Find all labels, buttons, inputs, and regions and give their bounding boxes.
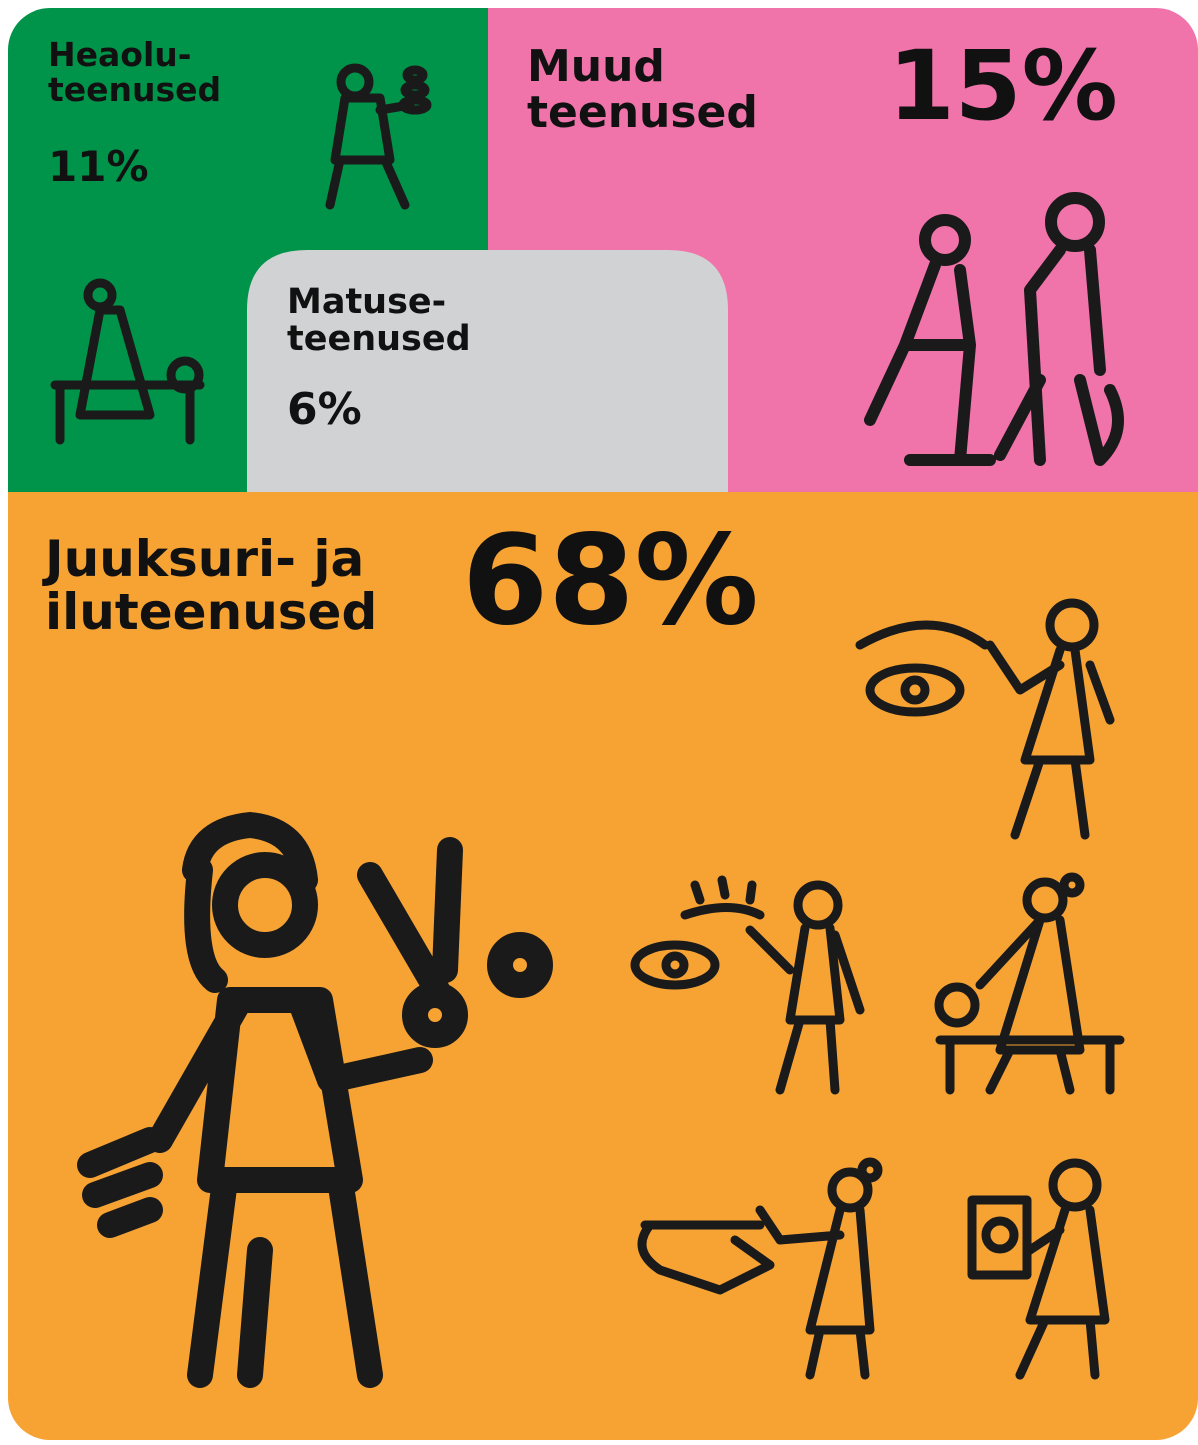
page: Heaolu-teenused 11% Muud teenused 15% Ma…: [0, 0, 1198, 1445]
value-label: 11%: [48, 145, 149, 189]
tiles: [0, 0, 1198, 1445]
chart: [0, 0, 1198, 1445]
value-label: 15%: [888, 36, 1118, 137]
value-label: 6%: [287, 387, 362, 433]
category-label: Matuse-teenused: [287, 284, 507, 358]
value-label: 68%: [462, 516, 759, 646]
category-label: Muud teenused: [527, 44, 797, 136]
category-label: Juuksuri- ja iluteenused: [45, 533, 435, 638]
category-label: Heaolu-teenused: [48, 38, 258, 107]
